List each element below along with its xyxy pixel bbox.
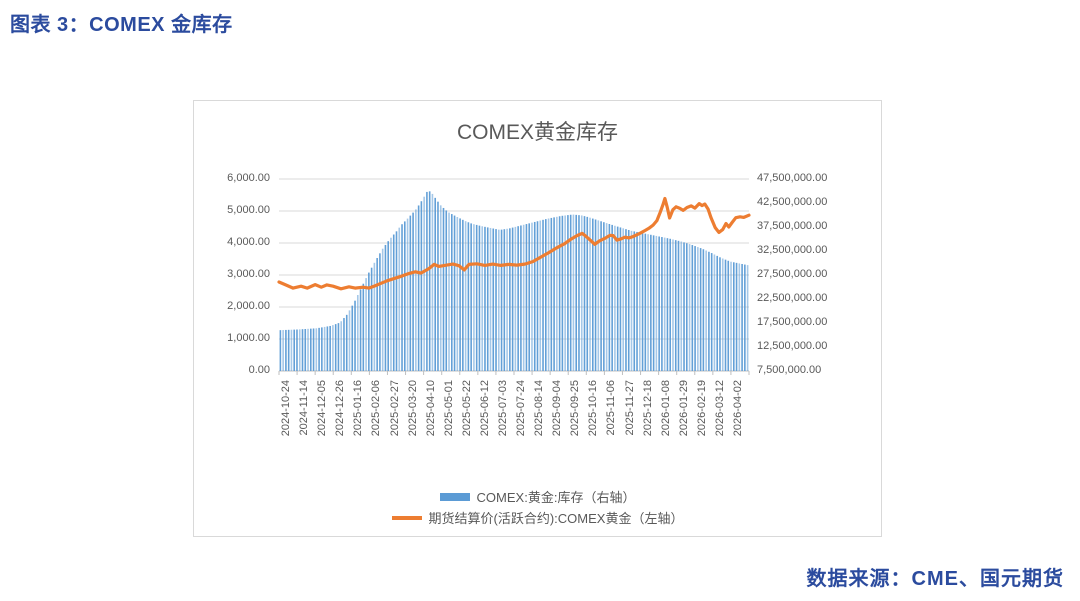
x-axis-tick: 2024-12-26 bbox=[334, 380, 347, 437]
left-axis-tick: 5,000.00 bbox=[227, 204, 270, 216]
legend-item-inventory: COMEX:黄金:库存（右轴） bbox=[439, 487, 636, 506]
right-axis-tick: 42,500,000.00 bbox=[757, 196, 828, 208]
left-axis-tick: 0.00 bbox=[248, 364, 270, 376]
x-axis-tick: 2025-07-24 bbox=[515, 380, 528, 437]
x-axis-tick: 2026-02-19 bbox=[695, 380, 708, 437]
legend-label-price: 期货结算价(活跃合约):COMEX黄金（左轴） bbox=[428, 511, 684, 526]
figure-heading: 图表 3：COMEX 金库存 bbox=[10, 14, 233, 36]
left-axis-tick: 6,000.00 bbox=[227, 172, 270, 184]
x-axis-tick: 2025-01-16 bbox=[352, 380, 365, 437]
line-series-swatch bbox=[391, 515, 422, 520]
x-axis-tick: 2024-11-14 bbox=[298, 380, 311, 436]
right-axis-tick: 47,500,000.00 bbox=[757, 172, 828, 184]
x-axis-tick: 2025-03-20 bbox=[406, 380, 419, 437]
x-axis-tick: 2024-10-24 bbox=[280, 380, 293, 437]
x-axis-tick: 2025-04-10 bbox=[424, 380, 437, 437]
right-axis-tick: 17,500,000.00 bbox=[757, 316, 828, 328]
x-axis-tick: 2025-07-03 bbox=[496, 380, 509, 437]
legend: COMEX:黄金:库存（右轴） 期货结算价(活跃合约):COMEX黄金（左轴） bbox=[194, 487, 881, 527]
left-axis-tick: 3,000.00 bbox=[227, 268, 270, 280]
bar-series-swatch bbox=[439, 492, 470, 501]
x-axis-tick: 2026-01-08 bbox=[659, 380, 672, 437]
chart-title: COMEX黄金库存 bbox=[456, 121, 618, 144]
x-axis-tick: 2025-11-06 bbox=[605, 380, 618, 436]
x-axis-tick: 2025-11-27 bbox=[623, 380, 636, 436]
left-axis-tick: 1,000.00 bbox=[227, 332, 270, 344]
left-axis-tick: 4,000.00 bbox=[227, 236, 270, 248]
x-axis-tick: 2026-04-02 bbox=[731, 380, 744, 437]
x-axis-tick: 2025-06-12 bbox=[478, 380, 491, 437]
legend-item-price: 期货结算价(活跃合约):COMEX黄金（左轴） bbox=[391, 508, 684, 527]
data-source: 数据来源：CME、国元期货 bbox=[806, 568, 1064, 590]
right-axis-tick: 7,500,000.00 bbox=[757, 364, 822, 376]
right-axis-tick: 32,500,000.00 bbox=[757, 244, 828, 256]
x-axis-tick: 2026-03-12 bbox=[713, 380, 726, 437]
chart-container: COMEX黄金库存 6,000.00 5,000.00 4,000.00 3,000.… bbox=[193, 100, 882, 537]
legend-label-inventory: COMEX:黄金:库存（右轴） bbox=[476, 490, 636, 505]
x-axis-tick: 2025-09-04 bbox=[551, 380, 564, 437]
right-axis-tick: 27,500,000.00 bbox=[757, 268, 828, 280]
x-axis-tick: 2026-01-29 bbox=[677, 380, 690, 437]
x-axis-tick: 2025-09-25 bbox=[569, 380, 582, 437]
x-axis-tick: 2025-05-01 bbox=[442, 380, 455, 437]
plot-area bbox=[277, 178, 751, 375]
right-axis-tick: 22,500,000.00 bbox=[757, 292, 828, 304]
left-axis-tick: 2,000.00 bbox=[227, 300, 270, 312]
x-axis-tick: 2025-12-18 bbox=[641, 380, 654, 437]
x-axis-tick: 2024-12-05 bbox=[316, 380, 329, 437]
x-axis-tick: 2025-08-14 bbox=[533, 380, 546, 437]
x-axis-tick: 2025-05-22 bbox=[460, 380, 473, 437]
x-axis-tick: 2025-02-06 bbox=[370, 380, 383, 437]
x-axis-tick: 2025-10-16 bbox=[587, 380, 600, 437]
x-axis-tick: 2025-02-27 bbox=[388, 380, 401, 437]
right-axis-tick: 12,500,000.00 bbox=[757, 340, 828, 352]
right-axis-tick: 37,500,000.00 bbox=[757, 220, 828, 232]
